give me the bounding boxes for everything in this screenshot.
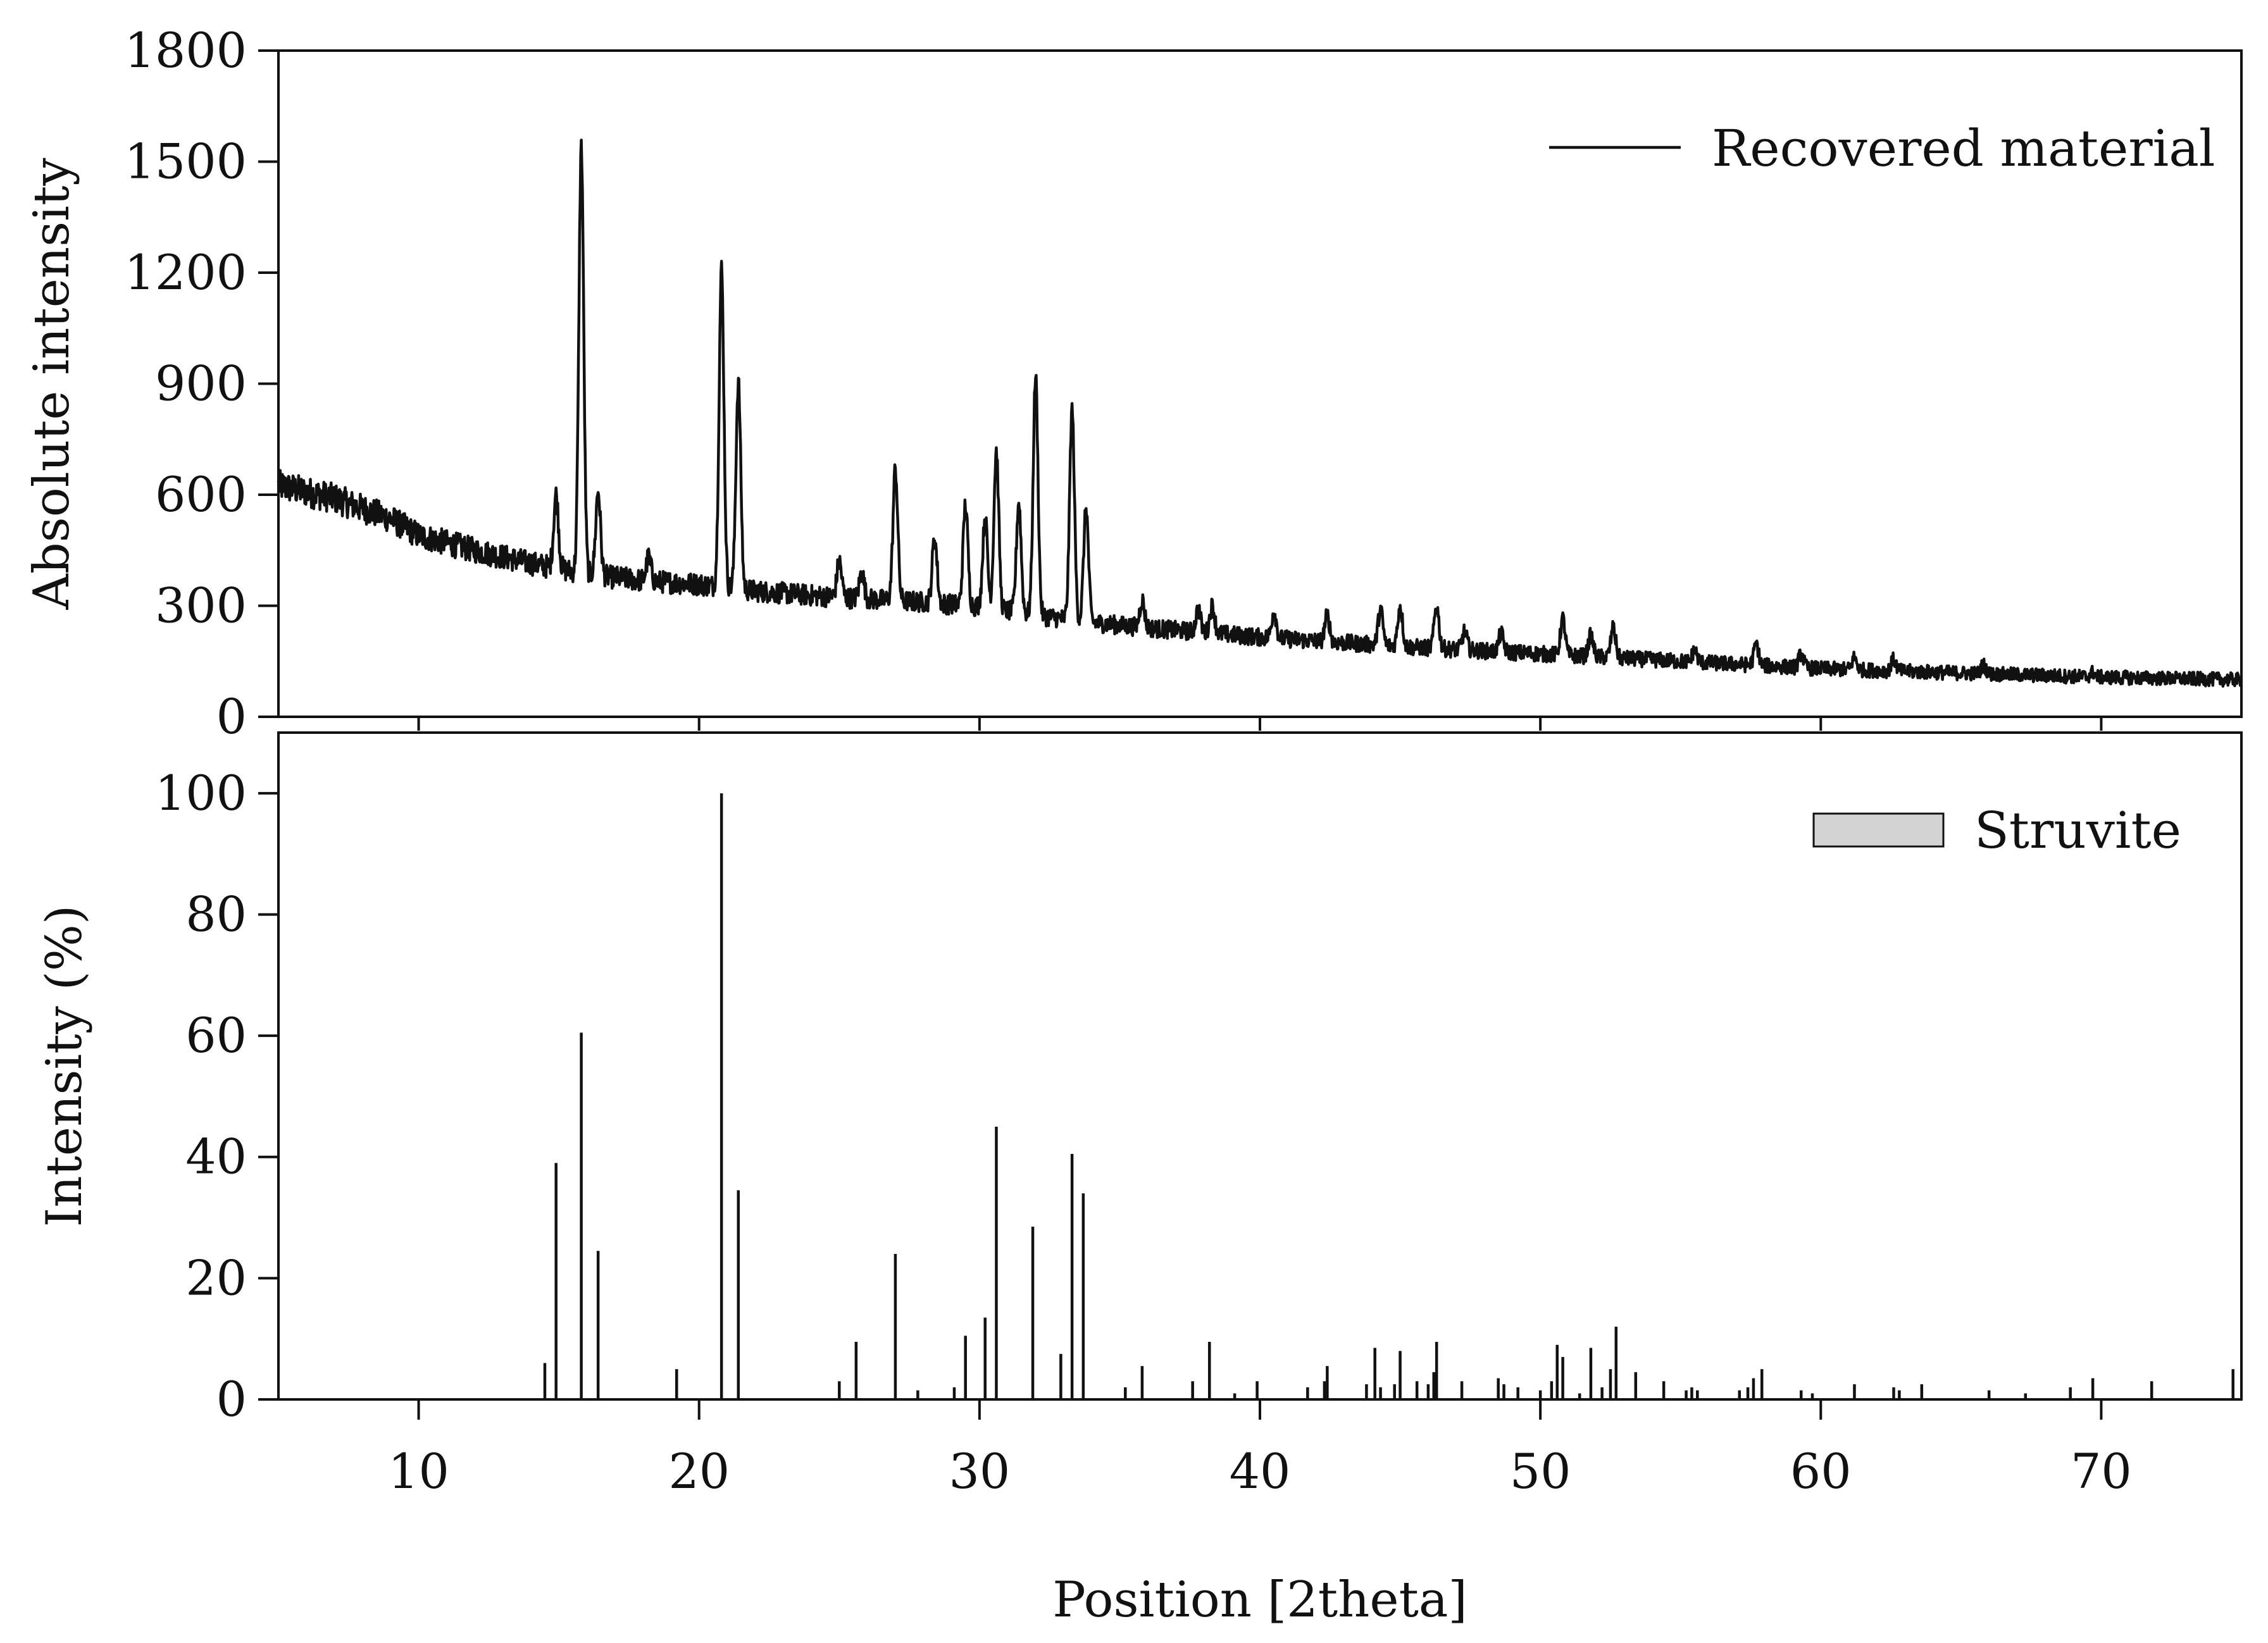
- top-y-tick-label: 0: [216, 688, 247, 745]
- bottom-x-tick-label: 50: [1510, 1443, 1571, 1499]
- top-y-tick-label: 300: [155, 578, 247, 634]
- bottom-x-tick-label: 70: [2071, 1443, 2132, 1499]
- bottom-x-tick-label: 30: [949, 1443, 1010, 1499]
- top-y-tick-label: 900: [155, 356, 247, 412]
- bottom-y-tick-label: 40: [185, 1129, 247, 1185]
- bottom-y-tick-label: 0: [216, 1371, 247, 1427]
- bottom-x-tick-label: 60: [1790, 1443, 1852, 1499]
- top-y-axis: 0 300 600 900 1200 1500 1800: [125, 22, 278, 745]
- series-line-recovered-material: [277, 139, 2243, 688]
- bottom-y-tick-label: 60: [185, 1007, 247, 1063]
- legend-swatch-struvite: [1812, 812, 1945, 848]
- bottom-y-tick-label: 80: [185, 886, 247, 942]
- bottom-y-axis-title: Intensity (%): [36, 905, 93, 1227]
- bottom-x-axis: 10 20 30 40 50 60 70: [388, 1399, 2132, 1499]
- legend-bottom: Struvite: [1812, 801, 2181, 860]
- top-y-tick-label: 1500: [125, 133, 247, 190]
- bottom-plot-frame: [277, 731, 2243, 1401]
- bottom-y-axis: 0 20 40 60 80 100: [155, 765, 278, 1427]
- bottom-x-tick-label: 40: [1230, 1443, 1291, 1499]
- legend-label-recovered-material: Recovered material: [1712, 119, 2215, 178]
- top-y-tick-label: 1200: [125, 244, 247, 301]
- legend-label-struvite: Struvite: [1974, 801, 2181, 860]
- top-x-axis-ticks: [417, 717, 2103, 731]
- top-y-tick-label: 600: [155, 466, 247, 523]
- bottom-y-tick-label: 20: [185, 1249, 247, 1306]
- top-y-tick-label: 1800: [125, 22, 247, 78]
- legend-top: Recovered material: [1549, 119, 2215, 178]
- stick-bars-struvite: [543, 793, 2234, 1399]
- x-axis-title: Position [2theta]: [1052, 1572, 1467, 1628]
- bottom-y-tick-label: 100: [155, 765, 247, 821]
- panel-top: 0 300 600 900 1200 1500 1800 Absolute intensit…: [23, 22, 2243, 745]
- panel-bottom: 0 20 40 60 80 100 10 20 30 40 50 60 70 Intensity (%…: [36, 731, 2243, 1499]
- bottom-x-tick-label: 20: [668, 1443, 730, 1499]
- bottom-x-tick-label: 10: [388, 1443, 449, 1499]
- top-y-axis-title: Absolute intensity: [23, 158, 80, 610]
